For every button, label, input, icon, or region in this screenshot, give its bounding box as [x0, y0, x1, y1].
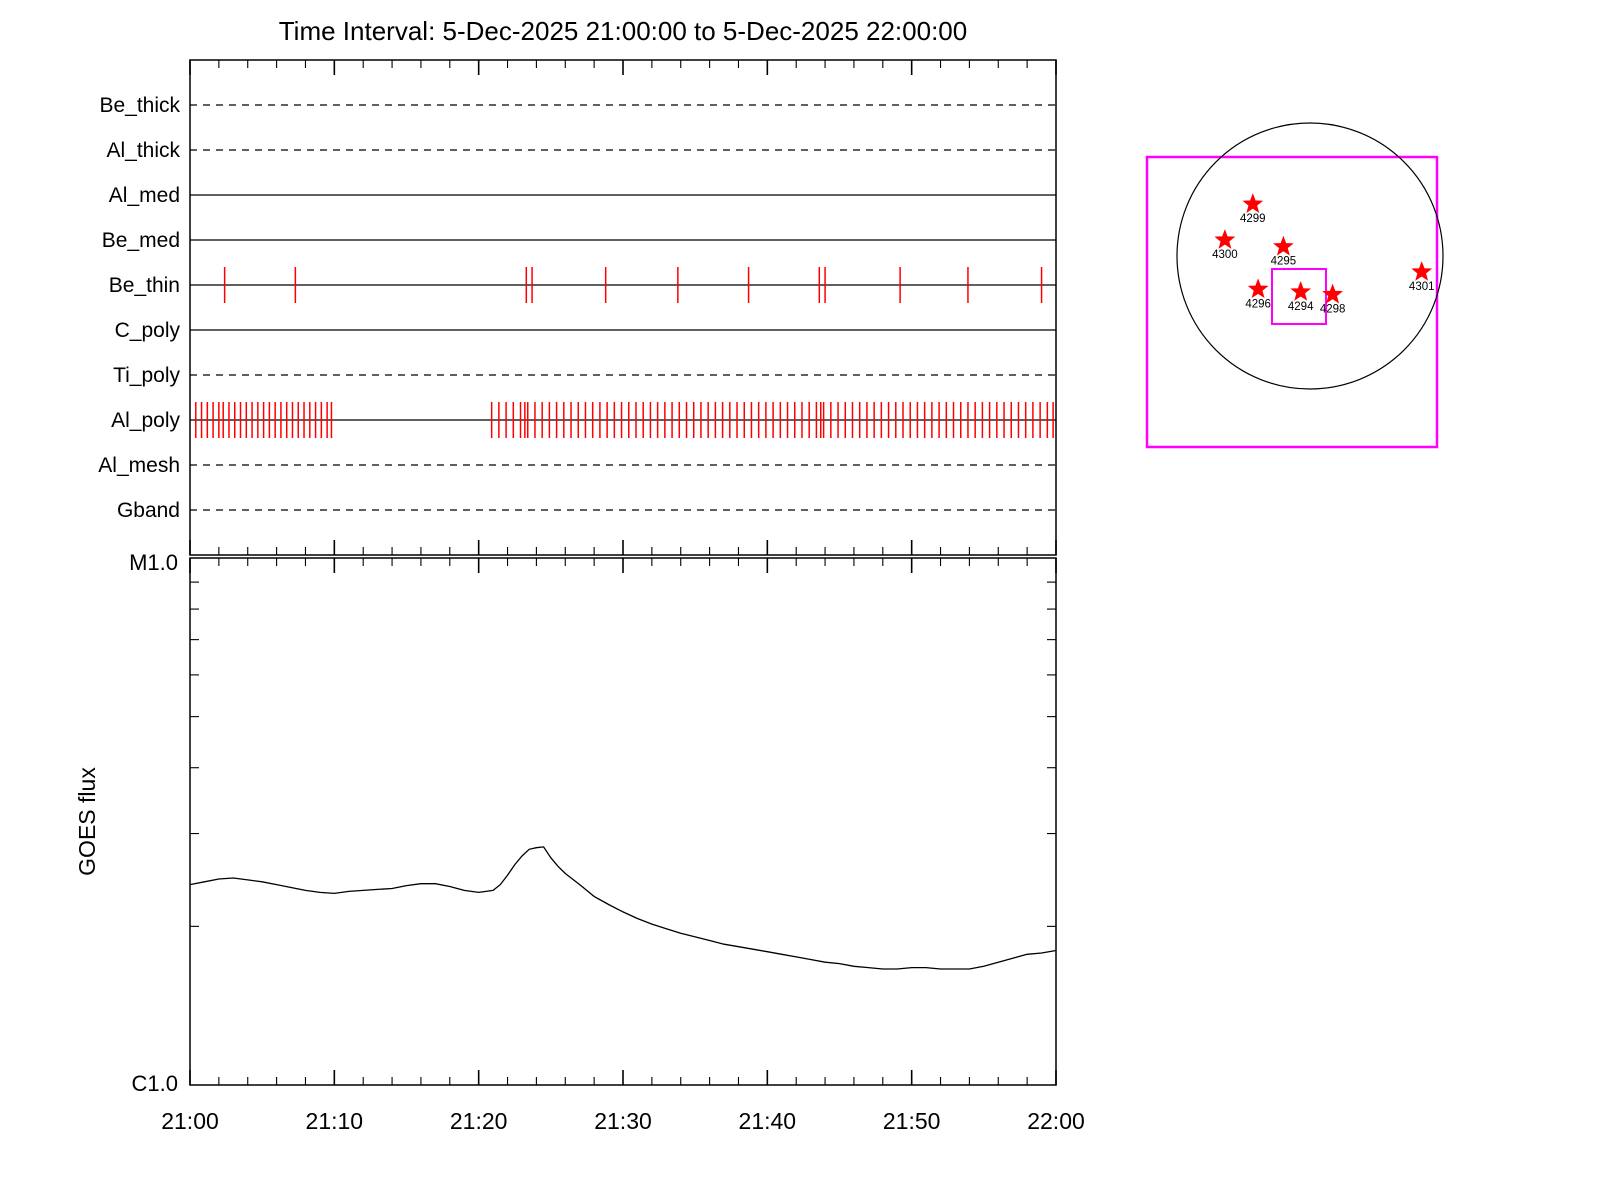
active-region-star [1322, 283, 1343, 304]
active-region-star [1411, 261, 1433, 281]
goes-flux-curve [189, 846, 1057, 970]
active-region-label: 4300 [1212, 249, 1238, 261]
inner-fov-box [1271, 268, 1327, 325]
active-region-star [1273, 235, 1294, 256]
filter-label: Be_med [102, 229, 180, 252]
y-axis-title: GOES flux [74, 767, 100, 876]
filter-timeline-panel: Be_thick Al_thick Al_med Be_med Be_thin C_pol… [98, 59, 1057, 556]
x-tick-label: 21:20 [450, 1108, 508, 1134]
x-tick-label: 21:30 [594, 1108, 652, 1134]
x-tick-label: 21:50 [883, 1108, 941, 1134]
solar-map: 4299 4300 4295 4296 4294 4298 4301 [1145, 122, 1444, 449]
y-min-label: C1.0 [132, 1071, 178, 1096]
active-region-label: 4294 [1288, 301, 1314, 313]
timeline-frame [189, 59, 1057, 556]
goes-flux-panel: M1.0 C1.0 GOES flux 21:00 21:10 21:20 21:30 21:… [74, 550, 1085, 1134]
goes-frame [189, 557, 1057, 1086]
x-tick-label: 21:40 [739, 1108, 797, 1134]
filter-label: Al_poly [111, 409, 180, 432]
x-tick-label: 22:00 [1027, 1108, 1085, 1134]
filter-label: Al_thick [106, 139, 180, 162]
active-region-label: 4295 [1271, 256, 1297, 268]
active-region-label: 4296 [1245, 298, 1271, 310]
x-tick-label: 21:10 [306, 1108, 364, 1134]
active-region-star [1242, 193, 1264, 213]
active-region-star [1290, 280, 1312, 301]
x-tick-label: 21:00 [161, 1108, 219, 1134]
filter-label: Be_thick [99, 94, 180, 117]
filter-label: Be_thin [109, 274, 180, 297]
active-region-star [1247, 278, 1269, 299]
filter-label: Gband [117, 499, 180, 522]
solar-limb-circle [1176, 122, 1444, 390]
plot-title: Time Interval: 5-Dec-2025 21:00:00 to 5-… [278, 16, 968, 46]
outer-fov-box [1145, 155, 1439, 449]
y-max-label: M1.0 [129, 550, 178, 575]
filter-label: Ti_poly [113, 364, 180, 387]
filter-label: C_poly [115, 319, 181, 342]
active-region-label: 4299 [1240, 213, 1266, 225]
active-region-label: 4301 [1409, 281, 1435, 293]
filter-label: Al_mesh [98, 454, 180, 477]
active-region-star [1214, 229, 1236, 249]
active-region-label: 4298 [1320, 304, 1346, 316]
filter-label: Al_med [109, 184, 180, 207]
